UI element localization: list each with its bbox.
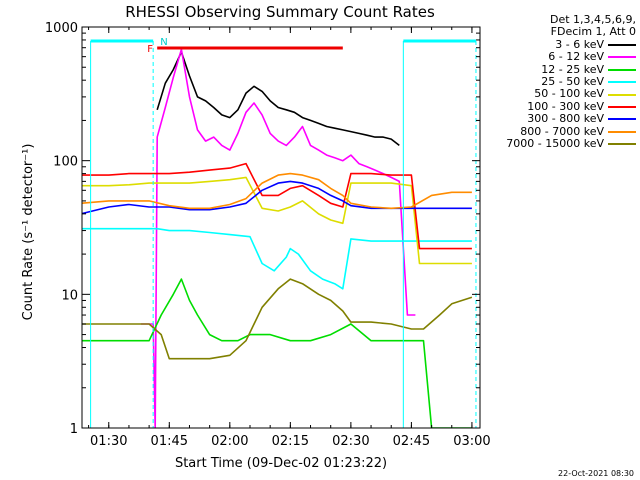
legend-entry-6: 100 - 300 keV xyxy=(470,99,636,113)
legend-label-1: 3 - 6 keV xyxy=(555,37,604,51)
legend-entry-8: 800 - 7000 keV xyxy=(470,124,636,138)
legend-entry-4: 25 - 50 keV xyxy=(470,75,636,89)
overlay-layer: FN xyxy=(90,37,477,428)
legend-label-8: 800 - 7000 keV xyxy=(520,124,604,138)
plot-frame xyxy=(81,26,481,429)
legend-swatch-4 xyxy=(608,81,636,84)
series-layer xyxy=(82,48,473,428)
legend-swatch-7 xyxy=(608,118,636,121)
legend-label-3: 12 - 25 keV xyxy=(541,62,604,76)
legend-swatch-6 xyxy=(608,106,636,109)
flare-flag-label: F xyxy=(147,44,153,55)
x-tick-label-6: 02:45 xyxy=(393,434,430,449)
y-tick-label-4: 1000 xyxy=(45,21,78,36)
night-flag-label: N xyxy=(160,37,167,48)
series-line-8 xyxy=(82,172,472,210)
legend-entry-5: 50 - 100 keV xyxy=(470,88,636,100)
legend-swatch-5 xyxy=(608,93,636,96)
legend-label-6: 100 - 300 keV xyxy=(527,99,604,113)
legend-entry-9: 7000 - 15000 keV xyxy=(470,137,636,151)
legend-swatch-8 xyxy=(608,130,636,133)
x-tick-label-4: 02:15 xyxy=(272,434,309,449)
legend-entry-2: 6 - 12 keV xyxy=(470,50,636,64)
series-line-1 xyxy=(156,51,400,147)
legend-entry-7: 300 - 800 keV xyxy=(470,112,636,126)
axes-layer: 01:30 01:45 02:00 02:15 02:30 02:45 03:00 1 10 10… xyxy=(45,21,491,449)
legend-swatch-1 xyxy=(608,44,636,47)
legend-header-line-2: FDecim 1, Att 0 xyxy=(550,25,636,39)
series-line-6 xyxy=(82,162,472,250)
x-tick-label-3: 02:00 xyxy=(211,434,248,449)
x-tick-label-7: 03:00 xyxy=(453,434,490,449)
legend-label-9: 7000 - 15000 keV xyxy=(506,137,604,151)
legend-label-4: 25 - 50 keV xyxy=(541,75,604,89)
y-tick-label-3: 100 xyxy=(53,155,78,170)
legend-label-2: 6 - 12 keV xyxy=(548,50,604,64)
series-line-2 xyxy=(141,48,416,428)
footer-timestamp: 22-Oct-2021 08:30 xyxy=(558,469,634,478)
legend-entry-1: 3 - 6 keV xyxy=(470,37,636,51)
series-line-3 xyxy=(82,278,472,428)
x-tick-label-2: 01:45 xyxy=(151,434,188,449)
y-tick-label-2: 10 xyxy=(61,288,78,303)
series-line-9 xyxy=(82,278,473,360)
legend-entry-3: 12 - 25 keV xyxy=(470,62,636,76)
legend: Det 1,3,4,5,6,9, FDecim 1, Att 0 3 - 6 k… xyxy=(470,13,636,151)
x-tick-label-5: 02:30 xyxy=(332,434,369,449)
legend-swatch-9 xyxy=(608,143,636,146)
legend-header-line-1: Det 1,3,4,5,6,9, xyxy=(549,13,636,26)
x-axis-label: Start Time (09-Dec-02 01:23:22) xyxy=(175,456,387,471)
legend-label-5: 50 - 100 keV xyxy=(534,87,604,101)
legend-label-7: 300 - 800 keV xyxy=(527,112,604,126)
y-axis-label: Count Rate (s⁻¹ detector⁻¹) xyxy=(21,144,36,321)
series-line-4 xyxy=(82,227,472,290)
legend-swatch-3 xyxy=(608,68,636,71)
x-tick-label-1: 01:30 xyxy=(90,434,127,449)
chart-title: RHESSI Observing Summary Count Rates xyxy=(125,3,435,21)
series-line-5 xyxy=(82,176,472,265)
legend-swatch-2 xyxy=(608,56,636,59)
y-tick-label-1: 1 xyxy=(70,422,78,437)
